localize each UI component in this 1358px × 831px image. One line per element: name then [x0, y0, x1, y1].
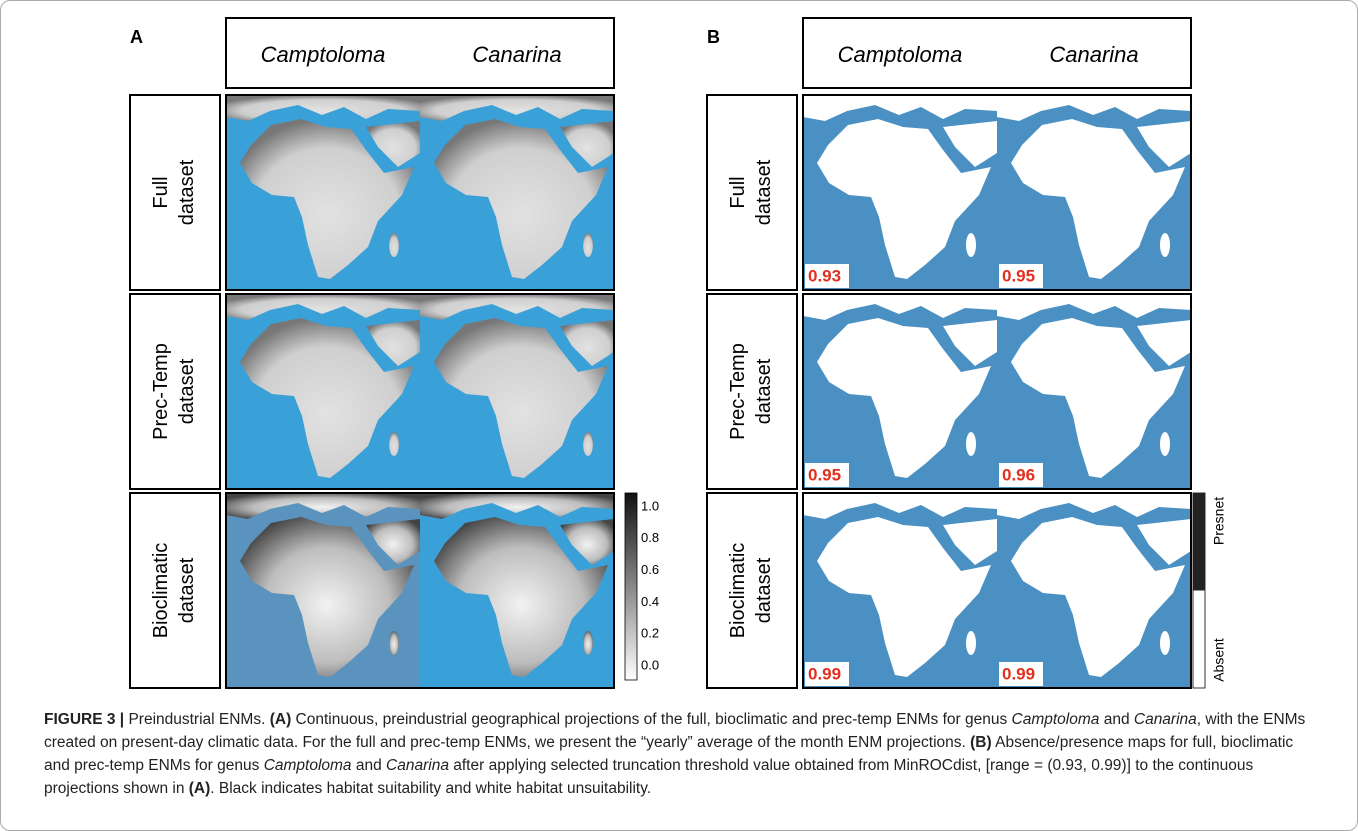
row-header-line: Bioclimatic	[727, 543, 749, 639]
land	[583, 432, 593, 456]
colorbar-label: Presnet	[1211, 497, 1227, 545]
colorbar	[625, 493, 637, 680]
map	[226, 493, 420, 688]
map: 0.95	[803, 294, 997, 489]
colorbar-label: 0.6	[641, 562, 659, 577]
caption-part: Camptoloma	[1012, 711, 1100, 728]
row-header-line: dataset	[176, 358, 198, 424]
colorbar-label: 0.0	[641, 657, 659, 672]
land	[389, 233, 399, 257]
score: 0.93	[808, 266, 841, 285]
caption-part: Canarina	[386, 757, 449, 774]
land	[389, 432, 399, 456]
land	[1160, 432, 1170, 456]
colorbar-label: 0.4	[641, 594, 659, 609]
caption-part: Continuous, preindustrial geographical p…	[291, 711, 1011, 728]
land	[1160, 631, 1170, 655]
score: 0.95	[808, 465, 841, 484]
land	[966, 631, 976, 655]
caption: FIGURE 3 | Preindustrial ENMs. (A) Conti…	[44, 708, 1319, 800]
caption-part: (A)	[189, 780, 211, 797]
row-header-line: dataset	[753, 557, 775, 623]
caption-part: Canarina	[1134, 711, 1197, 728]
panel-label: B	[707, 27, 720, 47]
map	[420, 95, 614, 290]
column-header: Canarina	[472, 42, 561, 67]
column-header: Camptoloma	[261, 42, 386, 67]
row-header-box	[130, 294, 220, 489]
caption-part: (A)	[270, 711, 292, 728]
map: 0.96	[997, 294, 1191, 489]
score: 0.99	[808, 664, 841, 683]
map: 0.99	[997, 493, 1191, 688]
row-header-box	[707, 294, 797, 489]
caption-part: Preindustrial ENMs.	[124, 711, 270, 728]
land	[1160, 233, 1170, 257]
map: 0.95	[997, 95, 1191, 290]
caption-part: and	[1099, 711, 1133, 728]
land	[583, 631, 593, 655]
row-header-line: Full	[727, 176, 749, 208]
row-header-line: Full	[150, 176, 172, 208]
row-header-line: dataset	[176, 557, 198, 623]
score: 0.96	[1002, 465, 1035, 484]
row-header-line: dataset	[753, 358, 775, 424]
caption-part: and	[352, 757, 386, 774]
caption-part: Camptoloma	[264, 757, 352, 774]
row-header-box	[707, 493, 797, 688]
land	[966, 432, 976, 456]
colorbar-label: Absent	[1211, 638, 1227, 682]
colorbar-label: 0.2	[641, 626, 659, 641]
caption-part: (B)	[970, 734, 992, 751]
colorbar-label: 0.8	[641, 530, 659, 545]
row-header-box	[130, 95, 220, 290]
land	[966, 233, 976, 257]
score: 0.99	[1002, 664, 1035, 683]
row-header-box	[130, 493, 220, 688]
page: ACamptolomaCanarinaFulldatasetPrec-Tempd…	[0, 0, 1358, 831]
land	[583, 233, 593, 257]
score: 0.95	[1002, 266, 1035, 285]
map	[420, 294, 614, 489]
column-header: Canarina	[1049, 42, 1138, 67]
map: 0.93	[803, 95, 997, 290]
row-header-line: dataset	[753, 159, 775, 225]
map	[420, 493, 614, 688]
row-header-line: Prec-Temp	[727, 343, 749, 440]
caption-part: . Black indicates habitat suitability an…	[210, 780, 651, 797]
map: 0.99	[803, 493, 997, 688]
panel-label: A	[130, 27, 143, 47]
caption-part: FIGURE 3 |	[44, 711, 124, 728]
row-header-line: Bioclimatic	[150, 543, 172, 639]
colorbar-present	[1193, 493, 1205, 591]
land	[389, 631, 399, 655]
map	[226, 294, 420, 489]
map	[226, 95, 420, 290]
colorbar-label: 1.0	[641, 498, 659, 513]
row-header-line: Prec-Temp	[150, 343, 172, 440]
row-header-box	[707, 95, 797, 290]
column-header: Camptoloma	[838, 42, 963, 67]
row-header-line: dataset	[176, 159, 198, 225]
